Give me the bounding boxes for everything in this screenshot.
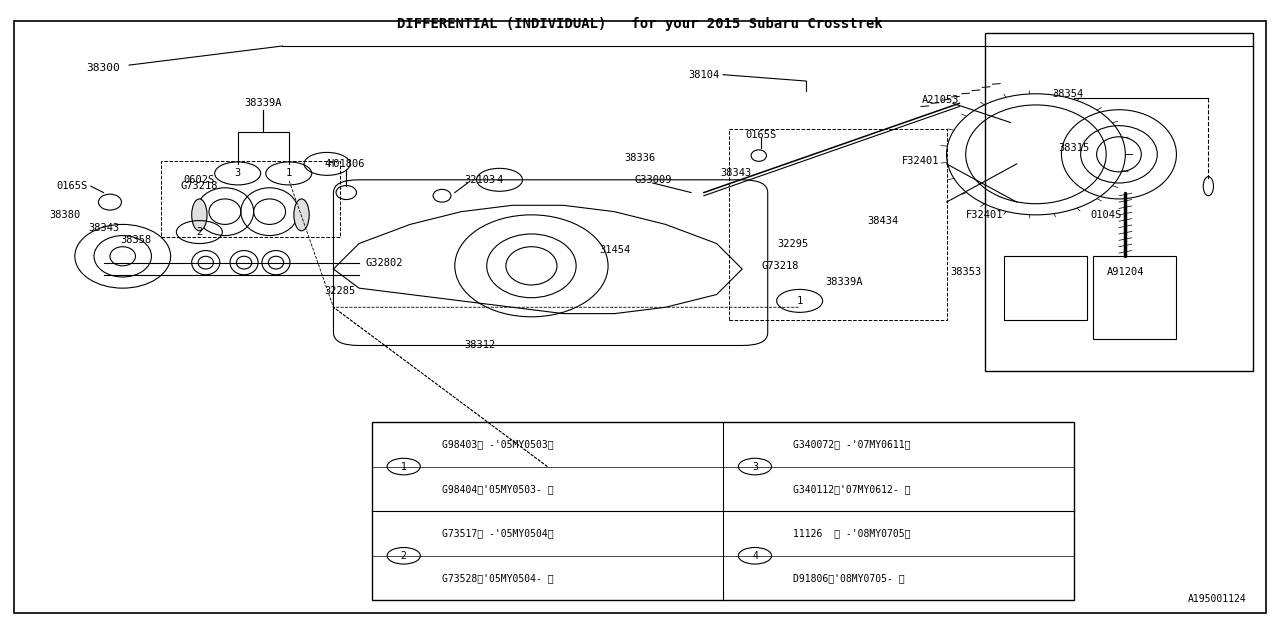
Text: 38354: 38354: [1052, 89, 1083, 99]
Text: 38343: 38343: [721, 168, 751, 179]
Text: A91204: A91204: [1107, 268, 1144, 277]
Text: F32401: F32401: [966, 210, 1004, 220]
Text: 38339A: 38339A: [244, 99, 282, 108]
Text: F32401: F32401: [902, 156, 940, 166]
Text: 38104: 38104: [689, 70, 719, 79]
Text: G340112（'07MY0612- ）: G340112（'07MY0612- ）: [794, 484, 911, 494]
Bar: [1093, 256, 1176, 339]
Text: G73528（'05MY0504- ）: G73528（'05MY0504- ）: [442, 573, 554, 583]
Text: 38339A: 38339A: [826, 276, 863, 287]
Text: D91806（'08MY0705- ）: D91806（'08MY0705- ）: [794, 573, 905, 583]
Bar: [984, 33, 1253, 371]
Text: 2: 2: [401, 551, 407, 561]
Text: 38315: 38315: [1059, 143, 1089, 153]
Text: G73218: G73218: [762, 261, 799, 271]
Bar: [161, 161, 340, 237]
Bar: [1004, 256, 1087, 320]
Text: 3: 3: [234, 168, 241, 179]
Text: G73517（ -'05MY0504）: G73517（ -'05MY0504）: [442, 529, 554, 538]
Text: 38434: 38434: [867, 216, 899, 226]
Text: 4: 4: [324, 159, 330, 169]
Text: 0165S: 0165S: [56, 181, 87, 191]
Text: 1: 1: [285, 168, 292, 179]
Text: 0104S: 0104S: [1091, 210, 1121, 220]
Bar: [371, 422, 1074, 600]
Text: 31454: 31454: [599, 245, 630, 255]
Text: G98404（'05MY0503- ）: G98404（'05MY0503- ）: [442, 484, 554, 494]
Text: 32103: 32103: [465, 175, 495, 185]
Ellipse shape: [192, 199, 207, 231]
Text: 38312: 38312: [465, 340, 495, 351]
Text: 3: 3: [753, 461, 758, 472]
Text: 4: 4: [497, 175, 503, 185]
Text: 38358: 38358: [120, 236, 151, 245]
Text: 1: 1: [796, 296, 803, 306]
Text: A21053: A21053: [922, 95, 959, 105]
Text: G98403（ -'05MY0503）: G98403（ -'05MY0503）: [442, 439, 554, 449]
Text: 32295: 32295: [778, 239, 809, 248]
Text: 0165S: 0165S: [746, 130, 777, 140]
Text: 11126  （ -'08MY0705）: 11126 （ -'08MY0705）: [794, 529, 911, 538]
Text: H01806: H01806: [328, 159, 365, 169]
Text: 38343: 38343: [88, 223, 119, 232]
Text: G33009: G33009: [634, 175, 672, 185]
Text: 2: 2: [196, 227, 202, 237]
Text: 4: 4: [753, 551, 758, 561]
Text: 38300: 38300: [87, 63, 120, 74]
Text: 38380: 38380: [50, 210, 81, 220]
Text: 0602S: 0602S: [184, 175, 215, 185]
Text: DIFFERENTIAL (INDIVIDUAL)   for your 2015 Subaru Crosstrek: DIFFERENTIAL (INDIVIDUAL) for your 2015 …: [397, 17, 883, 31]
Bar: [730, 129, 946, 320]
Ellipse shape: [294, 199, 310, 231]
Text: A195001124: A195001124: [1188, 593, 1247, 604]
Text: G73218: G73218: [180, 181, 218, 191]
Text: G340072（ -'07MY0611）: G340072（ -'07MY0611）: [794, 439, 911, 449]
Text: 38353: 38353: [950, 268, 982, 277]
Text: 1: 1: [401, 461, 407, 472]
Text: 38336: 38336: [625, 152, 655, 163]
Text: G32802: G32802: [366, 258, 403, 268]
Text: 32285: 32285: [324, 286, 356, 296]
